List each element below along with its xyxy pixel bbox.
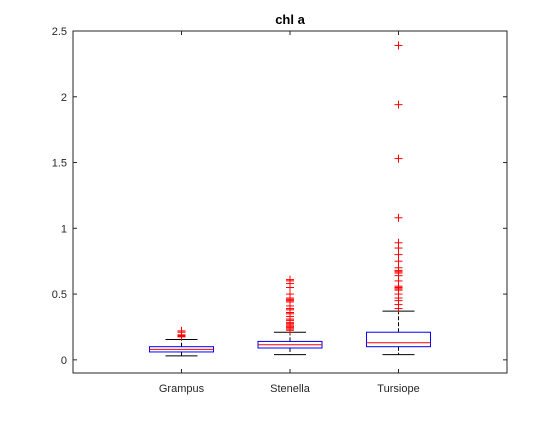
iqr-box <box>366 331 431 348</box>
outlier-marker <box>177 326 186 335</box>
outlier-marker <box>394 100 403 109</box>
x-tick-label: Stenella <box>270 383 311 395</box>
y-tick-label: 1 <box>61 223 67 235</box>
outlier-marker <box>394 154 403 163</box>
y-tick-label: 0 <box>61 355 67 367</box>
outlier-marker <box>394 238 403 247</box>
y-axis: 0 0.5 1 1.5 2 2.5 <box>52 26 507 367</box>
box-stenella <box>257 275 323 356</box>
chart-title: chl a <box>275 12 305 27</box>
outlier-marker <box>286 275 294 284</box>
y-tick-label: 0.5 <box>52 289 67 301</box>
y-tick-label: 1.5 <box>52 158 67 170</box>
x-axis: Grampus Stenella Tursiope <box>159 31 420 395</box>
x-tick-label: Tursiope <box>377 383 419 395</box>
box-series <box>149 41 431 357</box>
outlier-marker <box>394 213 403 222</box>
outlier-marker <box>394 41 403 50</box>
box-grampus <box>149 326 214 357</box>
y-tick-label: 2 <box>61 92 67 104</box>
x-tick-label: Grampus <box>159 383 205 395</box>
box-tursiope <box>366 41 431 356</box>
y-tick-label: 2.5 <box>52 26 67 38</box>
